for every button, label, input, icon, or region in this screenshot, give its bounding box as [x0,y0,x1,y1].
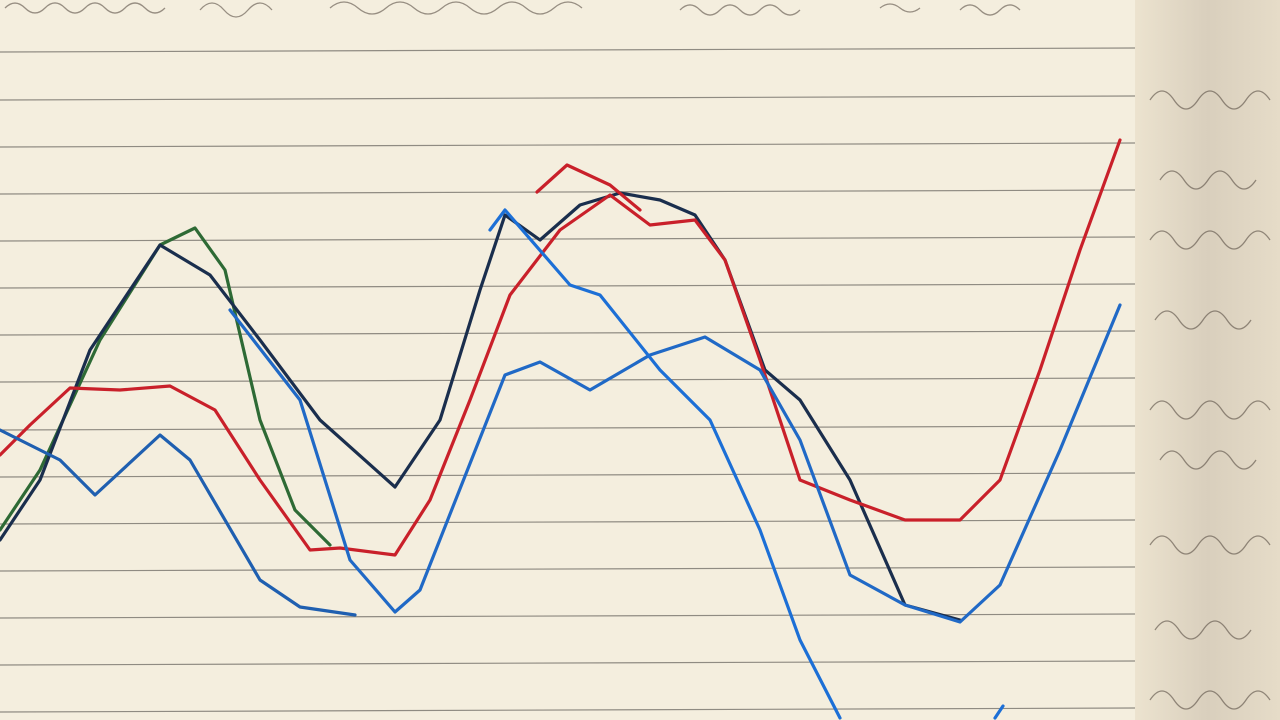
blue-curve-left [0,428,357,617]
red-curve [0,138,1122,557]
handwriting [4,1,1271,710]
blue-curve-falling [488,208,842,720]
ruled-lines [0,47,1136,713]
curves [0,138,1122,720]
navy-curve [0,191,962,622]
blue-curve-tick [993,704,1005,720]
red-curve-fragment [535,163,642,212]
side-page [1135,0,1280,720]
blue-curve-middle [228,303,1122,624]
